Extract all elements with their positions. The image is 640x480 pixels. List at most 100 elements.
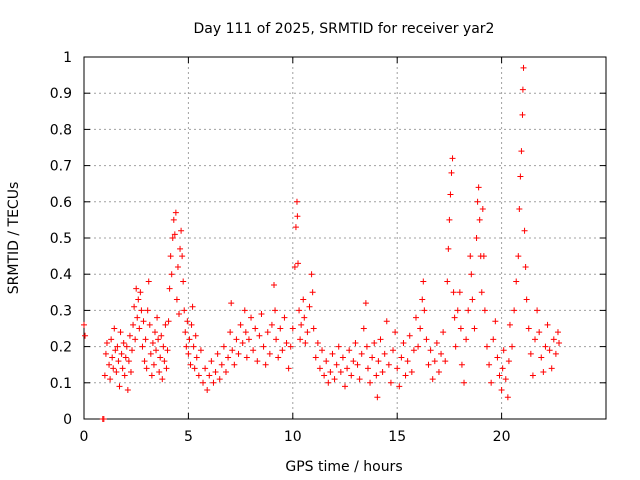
data-point	[360, 325, 367, 332]
data-point	[548, 365, 555, 372]
data-point	[216, 376, 223, 383]
data-point	[184, 318, 191, 325]
data-point	[440, 329, 447, 336]
data-point	[227, 329, 234, 336]
data-point	[406, 332, 413, 339]
data-point	[344, 365, 351, 372]
data-point	[431, 358, 438, 365]
data-point	[478, 289, 485, 296]
data-point	[390, 347, 397, 354]
data-point	[121, 372, 128, 379]
data-point	[454, 307, 461, 314]
data-point	[116, 383, 123, 390]
data-point	[404, 358, 411, 365]
data-point	[527, 350, 534, 357]
data-point	[258, 311, 265, 318]
data-point	[145, 278, 152, 285]
data-point	[159, 376, 166, 383]
data-point	[423, 336, 430, 343]
data-point	[369, 354, 376, 361]
data-point	[132, 336, 139, 343]
data-point	[364, 365, 371, 372]
data-point	[114, 343, 121, 350]
data-point	[170, 216, 177, 223]
data-point	[123, 343, 130, 350]
data-point	[538, 354, 545, 361]
data-point	[410, 347, 417, 354]
data-point	[463, 336, 470, 343]
data-point	[458, 361, 465, 368]
data-point	[381, 350, 388, 357]
data-point	[304, 329, 311, 336]
data-point	[124, 387, 131, 394]
data-point	[435, 368, 442, 375]
data-point	[273, 336, 280, 343]
data-point	[387, 379, 394, 386]
data-point	[154, 314, 161, 321]
data-point	[188, 321, 195, 328]
data-point	[155, 336, 162, 343]
data-point	[135, 296, 142, 303]
data-point	[469, 296, 476, 303]
grid-lines	[84, 57, 606, 419]
data-point	[186, 336, 193, 343]
data-point	[342, 383, 348, 390]
y-tick-label: 0.3	[50, 303, 72, 319]
data-point	[419, 296, 426, 303]
data-point	[534, 307, 541, 314]
data-point	[289, 325, 296, 332]
data-point	[385, 361, 392, 368]
data-point	[367, 379, 374, 386]
data-point	[420, 278, 427, 285]
data-point	[150, 361, 157, 368]
x-axis-label: GPS time / hours	[285, 459, 402, 475]
data-point	[300, 296, 307, 303]
data-point	[373, 372, 380, 379]
y-tick-label: 0.1	[50, 376, 72, 392]
data-point	[81, 321, 87, 328]
data-point	[554, 329, 561, 336]
data-point	[425, 361, 432, 368]
data-point	[398, 354, 405, 361]
data-point	[202, 365, 209, 372]
data-point	[400, 339, 407, 346]
data-point	[119, 365, 126, 372]
data-point	[250, 347, 257, 354]
data-point	[475, 184, 482, 191]
data-point	[452, 343, 459, 350]
data-point	[483, 343, 490, 350]
data-point	[256, 332, 263, 339]
data-point	[412, 314, 419, 321]
data-point	[168, 271, 175, 278]
data-point	[153, 347, 160, 354]
data-point	[362, 300, 369, 307]
data-point	[237, 321, 244, 328]
data-point	[239, 339, 246, 346]
data-point	[448, 169, 455, 176]
data-point	[542, 343, 549, 350]
data-point	[465, 307, 472, 314]
data-point	[115, 358, 122, 365]
data-point	[519, 86, 526, 93]
data-point	[160, 343, 167, 350]
data-point	[82, 332, 89, 339]
data-point	[309, 289, 316, 296]
data-point	[231, 361, 238, 368]
data-point	[308, 271, 315, 278]
data-point	[296, 307, 303, 314]
data-point	[457, 325, 464, 332]
data-point	[488, 379, 495, 386]
data-point	[532, 336, 539, 343]
data-points	[81, 64, 563, 422]
data-point	[117, 329, 124, 336]
data-point	[291, 263, 298, 270]
data-point	[523, 296, 530, 303]
data-point	[266, 350, 273, 357]
data-point	[220, 343, 227, 350]
data-point	[494, 354, 501, 361]
data-point	[396, 383, 403, 390]
data-point	[502, 376, 509, 383]
data-point	[346, 347, 353, 354]
data-point	[195, 372, 202, 379]
